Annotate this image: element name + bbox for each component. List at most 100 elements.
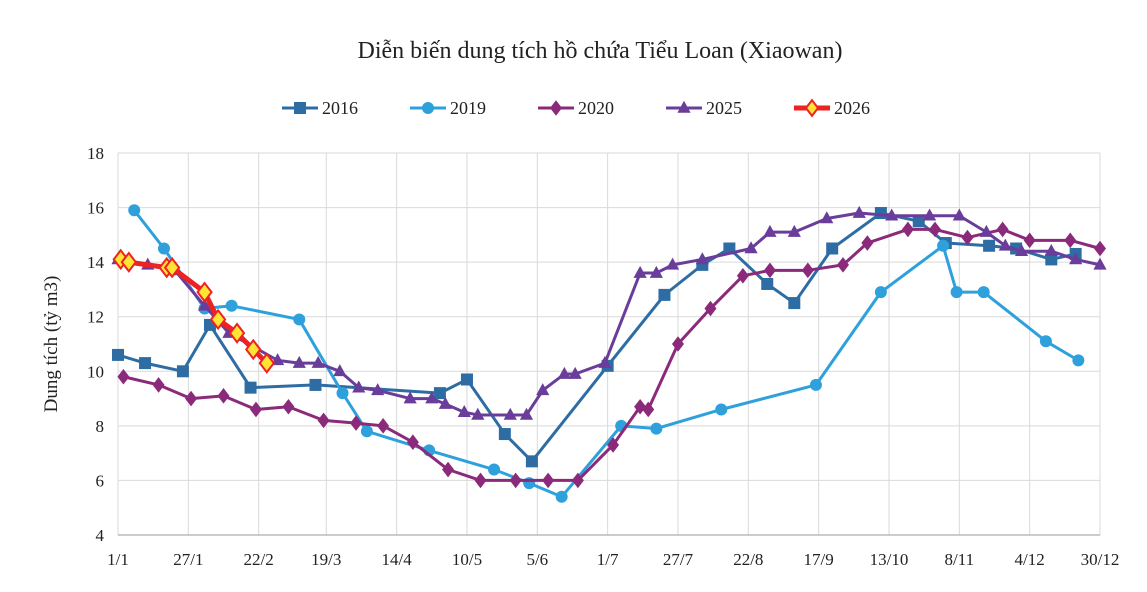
marker [244,381,257,394]
marker [820,211,834,224]
marker [352,380,366,393]
legend-label: 2025 [706,98,742,118]
marker [1039,335,1052,348]
legend-marker [804,98,820,118]
marker [1093,257,1107,270]
marker [117,368,130,385]
legend-label: 2020 [578,98,614,118]
marker [425,391,439,404]
marker [704,300,717,317]
marker [763,224,777,237]
marker [852,205,866,218]
marker [258,352,276,374]
marker [406,434,419,451]
marker [633,265,647,278]
legend-marker [422,102,434,114]
x-tick-label: 13/10 [870,550,909,569]
marker [488,463,501,476]
series-line [117,211,1076,463]
marker [350,415,363,431]
marker [861,235,874,251]
marker [433,387,446,400]
marker [598,355,612,368]
x-tick-label: 10/5 [452,550,482,569]
marker [649,265,663,278]
x-tick-label: 22/2 [244,550,274,569]
marker [555,490,568,503]
series-line [119,257,269,365]
marker [542,472,555,489]
y-tick-label: 14 [87,253,105,272]
legend-label: 2026 [834,98,870,118]
marker [317,412,330,429]
x-tick-label: 1/7 [597,550,619,569]
marker [371,383,385,396]
marker [744,241,758,254]
marker [1072,354,1085,367]
marker [249,401,262,418]
marker [650,422,663,435]
marker [557,366,571,379]
marker [695,252,709,265]
marker [1045,253,1058,266]
marker [763,262,776,279]
marker [928,221,941,238]
marker [568,366,582,379]
marker [571,472,584,489]
marker [139,357,152,370]
marker [197,298,212,311]
marker [442,461,455,478]
marker [157,242,170,255]
y-tick-label: 4 [96,526,105,545]
marker [665,257,680,270]
marker [809,378,822,391]
x-tick-label: 19/3 [311,550,341,569]
marker [438,396,452,409]
marker [961,229,974,246]
legend-label: 2019 [450,98,486,118]
marker [874,286,887,299]
marker [736,267,749,284]
x-tick-label: 27/7 [663,550,694,569]
x-tick-label: 14/4 [382,550,413,569]
x-tick-label: 5/6 [526,550,548,569]
marker [112,348,124,361]
marker [607,437,620,453]
marker [460,373,473,386]
marker [333,364,347,377]
marker [715,403,728,416]
marker [498,428,511,441]
legend-label: 2016 [322,98,358,118]
marker [457,405,471,418]
marker [336,387,349,400]
marker [403,391,417,404]
y-tick-label: 10 [87,362,104,381]
marker [163,256,181,279]
marker [937,239,950,252]
y-tick-label: 18 [87,144,104,163]
marker [128,204,141,217]
marker [293,313,306,326]
marker [658,288,671,301]
x-tick-label: 30/12 [1081,550,1120,569]
marker [998,238,1012,251]
marker [826,242,839,255]
marker [209,308,227,331]
marker [282,398,295,415]
marker [292,355,306,368]
marker [977,286,990,299]
y-tick-label: 16 [87,199,104,218]
marker [1069,252,1083,265]
marker [120,251,138,273]
marker [196,281,213,303]
marker [787,224,801,237]
marker [996,221,1009,238]
marker [509,472,522,489]
marker [671,336,684,352]
y-tick-label: 8 [96,417,105,436]
marker [152,377,165,393]
marker [245,338,262,361]
marker [519,407,534,420]
marker [634,398,647,415]
marker [788,297,801,310]
